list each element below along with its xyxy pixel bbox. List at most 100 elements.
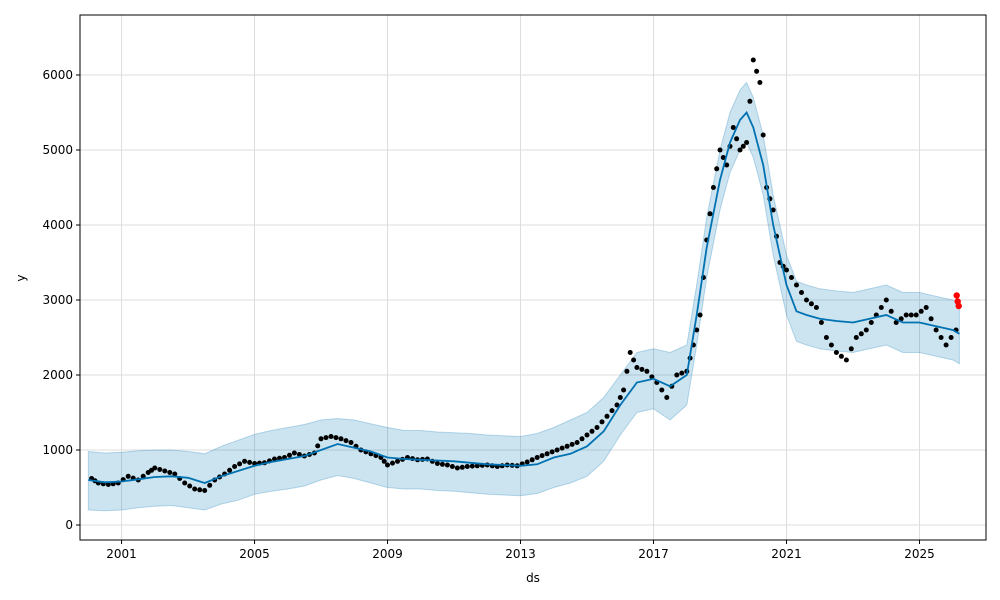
observed-point xyxy=(913,312,919,318)
observed-point xyxy=(469,463,475,469)
observed-point xyxy=(878,305,884,310)
observed-point xyxy=(710,185,716,190)
observed-point xyxy=(893,320,899,325)
observed-point xyxy=(242,458,248,464)
observed-point xyxy=(848,346,854,352)
observed-point xyxy=(549,449,555,455)
observed-point xyxy=(604,413,610,419)
observed-point xyxy=(757,80,763,85)
y-tick-label: 5000 xyxy=(42,143,73,157)
observed-point xyxy=(343,438,349,444)
observed-point xyxy=(784,267,789,273)
observed-point xyxy=(162,468,168,474)
observed-point xyxy=(434,461,440,466)
observed-point xyxy=(707,211,713,217)
observed-point xyxy=(247,459,253,465)
observed-point xyxy=(928,316,934,322)
observed-point xyxy=(599,419,605,425)
observed-point xyxy=(938,335,944,340)
observed-point xyxy=(868,320,874,325)
observed-point xyxy=(381,458,387,464)
observed-point xyxy=(888,308,894,314)
observed-point xyxy=(737,147,743,153)
observed-point xyxy=(823,335,829,340)
observed-point xyxy=(747,98,753,104)
observed-point xyxy=(853,335,859,340)
observed-point xyxy=(639,366,645,372)
y-tick-label: 1000 xyxy=(42,443,73,457)
observed-point xyxy=(524,459,530,465)
observed-point xyxy=(474,463,480,469)
observed-point xyxy=(554,447,560,453)
observed-point xyxy=(192,486,198,492)
observed-point xyxy=(750,57,756,63)
observed-point xyxy=(564,443,570,449)
observed-point xyxy=(187,483,193,489)
y-tick-label: 0 xyxy=(65,518,73,532)
observed-point xyxy=(315,443,321,449)
observed-point xyxy=(631,357,637,363)
observed-point xyxy=(459,464,465,470)
observed-point xyxy=(794,282,799,288)
observed-point xyxy=(574,440,580,445)
observed-point xyxy=(172,471,178,477)
observed-point xyxy=(730,125,736,130)
observed-point xyxy=(634,365,640,370)
observed-point xyxy=(734,136,740,142)
observed-point xyxy=(152,465,158,471)
observed-point xyxy=(883,297,889,303)
observed-point xyxy=(197,487,203,493)
observed-point xyxy=(720,155,726,160)
observed-point xyxy=(202,488,208,493)
observed-point xyxy=(948,335,954,340)
observed-point xyxy=(237,461,243,467)
observed-point xyxy=(559,445,565,451)
observed-point xyxy=(439,461,445,467)
observed-point xyxy=(617,395,623,400)
observed-point xyxy=(395,458,400,464)
observed-point xyxy=(614,402,620,408)
observed-point xyxy=(813,305,819,310)
observed-point xyxy=(744,140,750,145)
x-tick-label: 2013 xyxy=(505,547,536,561)
observed-point xyxy=(594,425,600,430)
observed-point xyxy=(182,480,188,486)
observed-point xyxy=(808,301,814,307)
observed-point xyxy=(157,467,163,472)
observed-point xyxy=(464,464,470,469)
observed-point xyxy=(390,460,395,466)
x-tick-label: 2025 xyxy=(904,547,935,561)
observed-point xyxy=(589,428,595,434)
observed-point xyxy=(338,436,344,442)
observed-point xyxy=(296,452,302,457)
observed-point xyxy=(799,290,804,295)
observed-point xyxy=(923,305,929,310)
observed-point xyxy=(828,342,834,348)
observed-point xyxy=(207,482,213,488)
observed-point xyxy=(898,316,904,322)
plot-area xyxy=(80,15,986,540)
forecast-line-path xyxy=(88,110,960,484)
x-axis-ticks: 2001 2005 2009 2013 2017 2021 2025 xyxy=(106,540,935,561)
observed-point xyxy=(539,453,545,459)
x-axis-label: ds xyxy=(526,571,540,585)
observed-point xyxy=(449,464,455,469)
observed-point xyxy=(697,312,703,318)
highlight-point xyxy=(953,292,960,299)
y-tick-label: 4000 xyxy=(42,218,73,232)
y-axis-label: y xyxy=(14,274,28,281)
observed-point xyxy=(858,331,864,337)
observed-point xyxy=(933,327,939,333)
y-tick-label: 6000 xyxy=(42,68,73,82)
grid xyxy=(80,15,986,540)
observed-point xyxy=(272,456,277,462)
x-tick-label: 2001 xyxy=(106,547,137,561)
observed-point xyxy=(328,434,334,439)
x-tick-label: 2005 xyxy=(239,547,270,561)
observed-point xyxy=(694,327,700,333)
observed-point xyxy=(770,207,776,213)
observed-point xyxy=(659,387,665,393)
observed-point xyxy=(818,320,824,325)
observed-point xyxy=(544,451,550,457)
